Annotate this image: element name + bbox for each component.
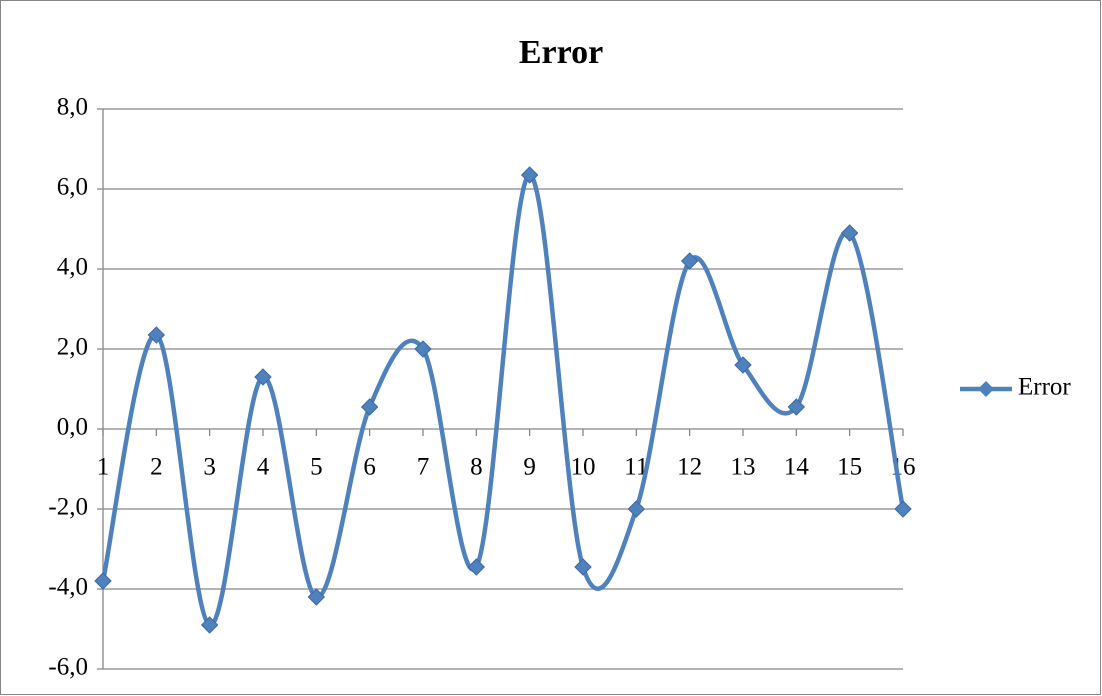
x-tick-label: 8: [470, 454, 483, 481]
marker: [627, 500, 646, 518]
x-tick-label: 12: [677, 454, 702, 481]
x-tick-label: 6: [363, 454, 376, 481]
marker: [840, 224, 859, 242]
marker: [254, 368, 272, 386]
x-tick-label: 1: [97, 454, 110, 481]
y-tick-label: 0,0: [57, 414, 88, 441]
legend-marker: [978, 381, 994, 397]
y-tick-label: -2,0: [48, 494, 88, 521]
marker: [520, 166, 539, 184]
series-line: [100, 172, 906, 628]
marker: [894, 500, 912, 518]
marker: [680, 252, 699, 270]
x-tick-label: 15: [837, 454, 862, 481]
y-tick-label: 4,0: [57, 254, 88, 281]
x-tick-label: 10: [571, 454, 596, 481]
marker: [200, 616, 219, 634]
x-tick-label: 9: [523, 454, 536, 481]
y-tick-label: 6,0: [57, 174, 88, 201]
x-tick-label: 5: [310, 454, 323, 481]
marker: [467, 558, 486, 576]
marker: [147, 326, 166, 344]
marker: [307, 588, 326, 606]
x-tick-label: 7: [417, 454, 430, 481]
x-tick-label: 2: [150, 454, 163, 481]
marker: [94, 572, 112, 590]
y-tick-label: -6,0: [48, 654, 88, 681]
marker: [574, 558, 592, 576]
chart-title: Error: [519, 34, 603, 71]
legend-label: Error: [1018, 374, 1071, 401]
marker: [360, 398, 379, 416]
x-tick-label: 3: [203, 454, 216, 481]
y-tick-label: -4,0: [48, 574, 88, 601]
x-tick-label: 4: [257, 454, 270, 481]
x-tick-label: 14: [784, 454, 810, 481]
y-tick-label: 8,0: [57, 94, 88, 121]
y-tick-label: 2,0: [57, 334, 88, 361]
x-tick-label: 13: [731, 454, 756, 481]
marker: [734, 356, 752, 374]
marker: [414, 340, 432, 358]
marker: [787, 398, 806, 416]
